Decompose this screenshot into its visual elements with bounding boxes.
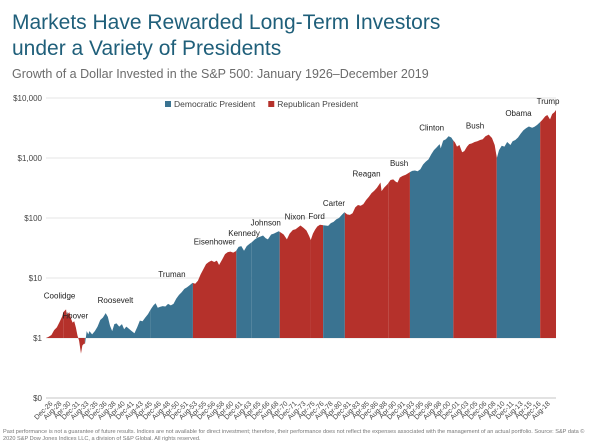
president-label: Kennedy (228, 229, 260, 238)
presidency-area (251, 231, 280, 338)
title-line-2: under a Variety of Presidents (12, 37, 282, 60)
presidency-area (344, 182, 389, 338)
president-labels: Coolidge Hoover Roosevelt Truman EisenhowerK… (44, 97, 560, 320)
legend-label: Republican President (277, 99, 358, 109)
y-axis: $0 $1 $10 $100 $1,000 $10,000 (13, 94, 42, 403)
legend: Democratic President Republican President (165, 99, 359, 109)
president-label: Reagan (353, 170, 381, 179)
presidency-area (453, 134, 497, 338)
x-axis: Dec-26Aug-28Apr-30Dec-31Aug-33Apr-35Dec-… (33, 400, 551, 421)
presidency-area (279, 225, 311, 338)
presidency-area (388, 172, 410, 338)
presidency-area (150, 282, 193, 338)
footnote-line-1: Past performance is not a guarantee of f… (3, 429, 585, 435)
president-label: Carter (323, 199, 346, 208)
presidency-area (409, 136, 454, 338)
presidency-area (192, 250, 237, 338)
president-label: Trump (537, 97, 560, 106)
president-label: Ford (308, 212, 324, 221)
presidency-area (496, 122, 541, 338)
president-label: Bush (466, 122, 484, 131)
y-tick-label: $1,000 (18, 154, 43, 163)
chart-subtitle: Growth of a Dollar Invested in the S&P 5… (12, 67, 429, 81)
president-label: Nixon (285, 212, 305, 221)
presidency-area (323, 212, 345, 338)
president-label: Truman (158, 270, 185, 279)
presidency-area (310, 224, 324, 338)
legend-swatch (165, 101, 171, 107)
president-label: Clinton (419, 123, 444, 132)
president-label: Roosevelt (98, 296, 134, 305)
president-label: Eisenhower (194, 237, 236, 246)
presidency-areas (46, 110, 556, 354)
presidency-area (84, 309, 151, 344)
presidency-area (540, 110, 556, 338)
y-tick-label: $1 (33, 334, 42, 343)
president-label: Hoover (62, 311, 88, 320)
legend-label: Democratic President (174, 99, 256, 109)
president-label: Bush (390, 159, 408, 168)
y-tick-label: $100 (24, 214, 42, 223)
president-label: Obama (505, 109, 532, 118)
footnote-line-2: 2020 S&P Dow Jones Indices LLC, a divisi… (3, 436, 201, 442)
presidency-area (63, 309, 85, 354)
y-tick-label: $10,000 (13, 94, 42, 103)
presidency-area (236, 242, 252, 338)
y-tick-label: $10 (29, 274, 43, 283)
president-label: Coolidge (44, 292, 76, 301)
president-label: Johnson (251, 218, 281, 227)
footnote: Past performance is not a guarantee of f… (3, 429, 607, 443)
legend-swatch (268, 101, 275, 107)
title-line-1: Markets Have Rewarded Long-Term Investor… (12, 11, 441, 34)
page-title: Markets Have Rewarded Long-Term Investor… (12, 10, 572, 62)
presidency-area (46, 312, 64, 338)
y-tick-label: $0 (33, 394, 42, 403)
